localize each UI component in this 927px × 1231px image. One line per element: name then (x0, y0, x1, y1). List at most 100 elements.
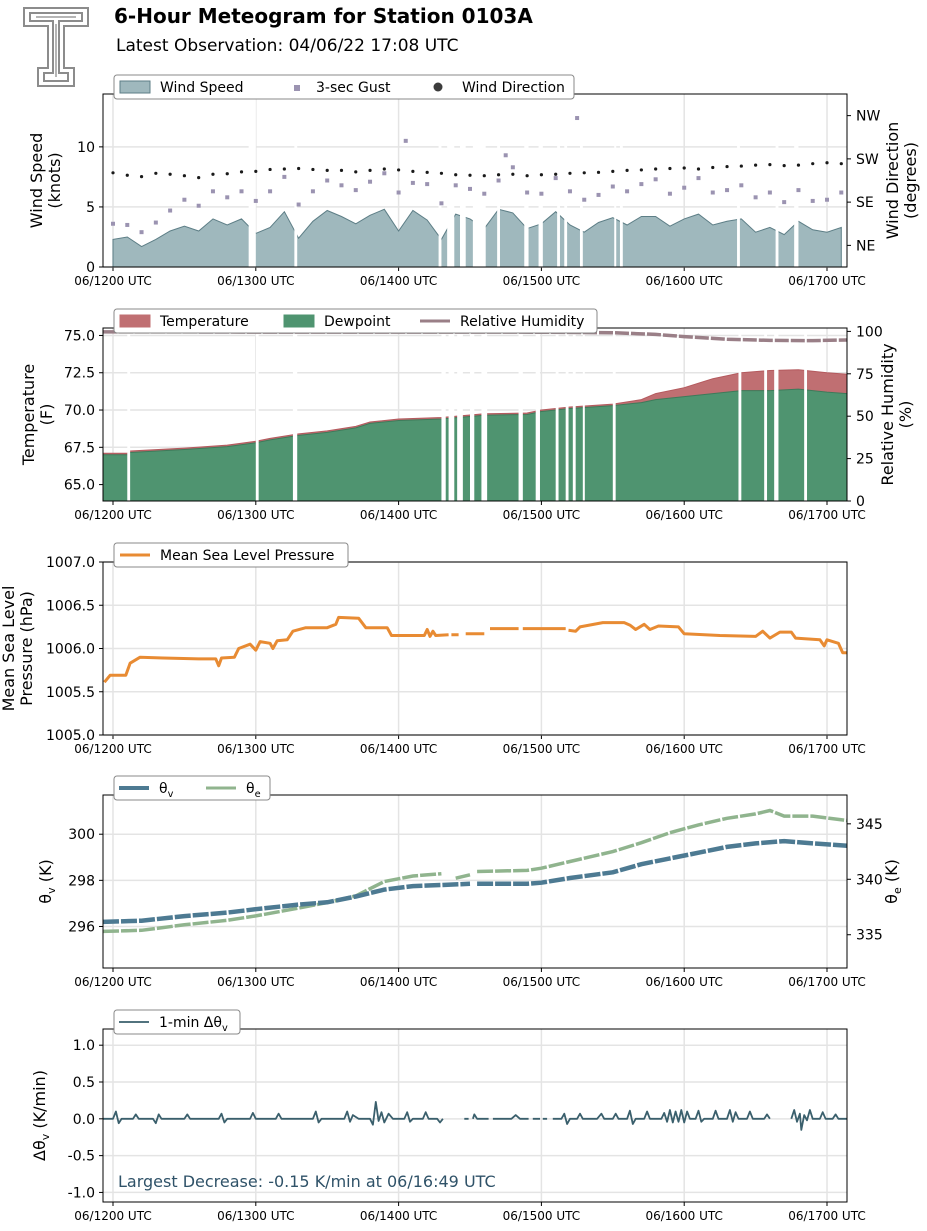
legend-frame (113, 1009, 241, 1035)
y2-axis-label: Relative Humidity(%) (878, 343, 915, 485)
wind-direction-point (582, 171, 586, 175)
x-tick-label: 06/1300 UTC (217, 508, 294, 522)
gust-marker (225, 195, 230, 200)
data-gap (518, 329, 523, 501)
gust-marker (139, 230, 144, 235)
gust-marker (453, 183, 458, 188)
gust-marker (539, 191, 544, 196)
y-tick-label: 72.5 (64, 366, 95, 382)
data-gap (294, 95, 298, 267)
data-gap (565, 329, 569, 501)
gust-marker (796, 188, 801, 193)
x-tick-label: 06/1500 UTC (503, 742, 580, 756)
x-tick-label: 06/1200 UTC (74, 742, 151, 756)
wind-direction-point (725, 164, 729, 169)
legend-label: Temperature (159, 314, 249, 330)
wind-direction-point (439, 171, 444, 175)
gust-marker (410, 180, 415, 185)
wind-direction-point (268, 167, 272, 172)
y2-axis-label: θe (K) (882, 859, 904, 904)
x-tick-label: 06/1600 UTC (645, 975, 722, 989)
x-tick-label: 06/1300 UTC (217, 1209, 294, 1223)
gust-marker (382, 171, 387, 176)
panel-dtheta: 06/1200 UTC 06/1300 UTC 06/1400 UTC 06/1500… (30, 1009, 866, 1223)
pressure-line (103, 615, 847, 684)
plot-frame (102, 561, 848, 736)
gust-marker (525, 190, 530, 195)
theta-v-line (102, 838, 848, 925)
y2-tick-label: 100 (856, 324, 883, 340)
x-tick-label: 06/1400 UTC (360, 508, 437, 522)
delta-theta-line (103, 1101, 847, 1131)
y-axis-label: Temperature(F) (19, 364, 56, 466)
gust-marker (339, 183, 344, 188)
wind-direction-point (468, 173, 472, 177)
gust-marker (596, 192, 601, 197)
data-gap (612, 329, 616, 501)
legend-label: Wind Speed (160, 80, 244, 96)
wind-direction-point (696, 167, 701, 171)
largest-decrease-annotation: Largest Decrease: -0.15 K/min at 06/16:4… (118, 1172, 496, 1191)
legend: θv θe (113, 775, 271, 801)
wind-direction-point (739, 164, 743, 168)
gust-marker (782, 200, 787, 205)
gust-marker (767, 190, 772, 195)
y2-tick-label: NE (856, 238, 875, 254)
x-tick-label: 06/1300 UTC (217, 975, 294, 989)
panel-wind: 06/1200 UTC 06/1300 UTC 06/1400 UTC 06/1500… (27, 74, 920, 288)
y-tick-label: -1.0 (68, 1185, 95, 1201)
legend-label: 1-min Δθv (159, 1015, 228, 1034)
legend: Temperature Dewpoint Relative Humidity (113, 308, 598, 334)
x-tick-label: 06/1700 UTC (788, 975, 865, 989)
x-tick-label: 06/1500 UTC (503, 274, 580, 288)
legend-swatch (119, 314, 151, 328)
gust-marker (825, 197, 830, 202)
wind-direction-point (596, 170, 601, 174)
wind-direction-point (754, 163, 758, 167)
gust-marker (253, 198, 258, 203)
x-tick-label: 06/1200 UTC (74, 274, 151, 288)
gust-marker (653, 177, 658, 182)
gust-marker (610, 184, 615, 189)
wind-direction-point (111, 171, 115, 175)
y-axis-label: Wind Speed(knots) (27, 133, 64, 228)
wind-direction-point (639, 168, 643, 172)
gust-marker (182, 197, 187, 202)
x-tick-label: 06/1700 UTC (788, 508, 865, 522)
y2-tick-label: 50 (856, 409, 874, 425)
gust-marker (439, 201, 444, 206)
wind-direction-point (682, 166, 686, 170)
x-tick-label: 06/1200 UTC (74, 975, 151, 989)
legend-label: 3-sec Gust (316, 80, 391, 96)
wind-direction-point (625, 168, 629, 173)
legend: Mean Sea Level Pressure (113, 542, 349, 568)
y-tick-label: 1006.0 (46, 642, 95, 658)
y-axis-label: θv (K) (36, 859, 58, 903)
wind-direction-point (425, 170, 429, 174)
y-tick-label: 75.0 (64, 328, 95, 344)
gust-marker (739, 183, 744, 188)
data-gap (127, 329, 131, 501)
panel-temperature: 06/1200 UTC 06/1300 UTC 06/1400 UTC 06/1500… (19, 308, 915, 522)
gust-marker (282, 174, 287, 179)
wind-direction-point (197, 176, 201, 180)
wind-direction-point (711, 165, 715, 170)
x-tick-label: 06/1600 UTC (645, 742, 722, 756)
data-gap (619, 95, 623, 267)
x-tick-label: 06/1300 UTC (217, 274, 294, 288)
y2-tick-label: 75 (856, 367, 874, 383)
theta-e-line (102, 808, 848, 934)
y2-tick-label: 345 (856, 817, 883, 833)
wind-direction-point (825, 161, 829, 165)
wind-direction-point (839, 162, 843, 166)
gust-marker (839, 190, 844, 195)
wind-direction-point (254, 169, 258, 173)
legend-swatch (433, 82, 443, 92)
legend-label: θe (246, 781, 261, 800)
x-tick-label: 06/1700 UTC (788, 274, 865, 288)
data-gap (737, 95, 740, 267)
wind-direction-point (139, 175, 144, 179)
data-gap (448, 329, 455, 501)
legend-label: Dewpoint (324, 314, 391, 330)
gust-marker (168, 208, 173, 213)
